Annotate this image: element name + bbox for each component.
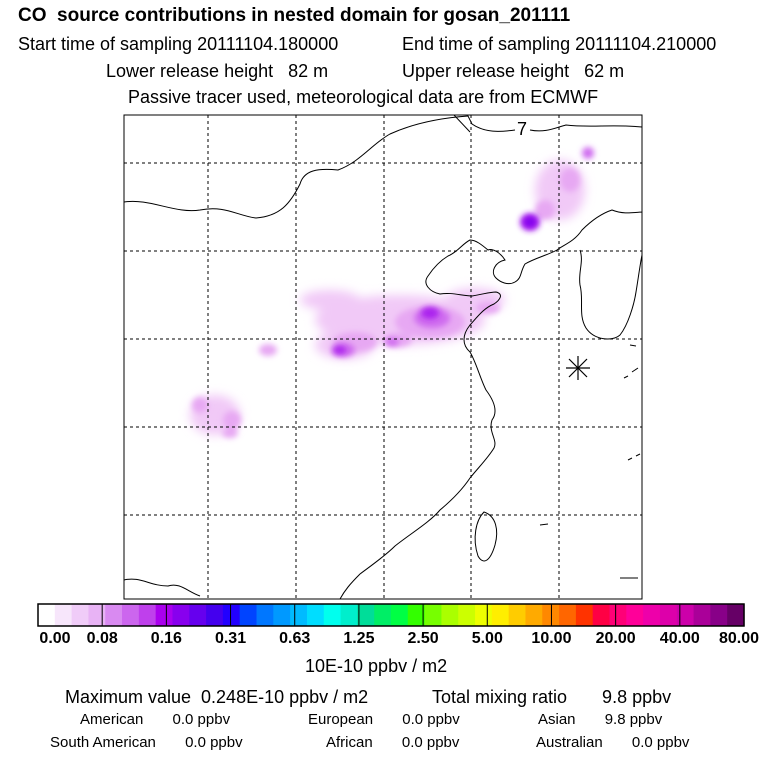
- colorbar-tick-label: 10.00: [531, 630, 572, 647]
- colorbar-cell: [122, 604, 140, 626]
- colorbar-cell: [54, 604, 73, 626]
- colorbar-cell: [592, 604, 611, 626]
- colorbar-cell: [222, 604, 241, 626]
- colorbar-cell: [491, 604, 510, 626]
- colorbar-cell: [323, 604, 342, 626]
- colorbar-cell: [88, 604, 106, 626]
- colorbar-cell: [340, 604, 358, 626]
- colorbar-cell: [239, 604, 258, 626]
- frame-number: 7: [517, 119, 527, 139]
- american-contribution: American 0.0 ppbv: [80, 711, 231, 728]
- colorbar-cell: [475, 604, 493, 626]
- tracer-note: Passive tracer used, meteorological data…: [128, 87, 599, 107]
- lower-release-height: Lower release height 82 m: [106, 61, 329, 81]
- colorbar-cell: [659, 604, 678, 626]
- colorbar-cell: [559, 604, 577, 626]
- colorbar-cell: [609, 604, 627, 626]
- colorbar-frame: [37, 603, 745, 627]
- receptor-asterisk-icon: [566, 356, 590, 380]
- colorbar-cell: [391, 604, 409, 626]
- upper-release-height: Upper release height 62 m: [402, 61, 625, 81]
- max-value-label: Maximum value 0.248E-10 ppbv / m2: [65, 687, 369, 707]
- colorbar-cell: [693, 604, 711, 626]
- colorbar-cell: [643, 604, 661, 626]
- colorbar-tick-label: 0.08: [86, 630, 118, 647]
- colorbar-cell: [138, 604, 157, 626]
- asian-contribution: Asian 9.8 ppbv: [538, 711, 663, 728]
- plume-layer: [190, 147, 594, 438]
- coastlines: [124, 115, 642, 599]
- colorbar-cell: [357, 604, 375, 626]
- colorbar-cell: [273, 604, 291, 626]
- european-contribution: European 0.0 ppbv: [308, 711, 460, 728]
- colorbar-cell: [172, 604, 190, 626]
- chart-title: CO source contributions in nested domain…: [18, 5, 571, 26]
- colorbar-cell: [189, 604, 207, 626]
- colorbar-cell: [424, 604, 443, 626]
- colorbar-cell: [508, 604, 527, 626]
- start-time-label: Start time of sampling 20111104.180000: [18, 34, 339, 54]
- colorbar-cell: [575, 604, 594, 626]
- colorbar-cell: [710, 604, 728, 626]
- colorbar: [37, 603, 745, 627]
- colorbar-cell: [256, 604, 274, 626]
- colorbar-cell: [407, 604, 426, 626]
- colorbar-cell: [525, 604, 543, 626]
- colorbar-cell: [306, 604, 325, 626]
- colorbar-cell: [727, 604, 745, 626]
- colorbar-unit-label: 10E-10 ppbv / m2: [305, 656, 448, 676]
- colorbar-tick-label: 80.00: [718, 630, 760, 647]
- map-frame: [123, 114, 643, 600]
- colorbar-cell: [374, 604, 392, 626]
- colorbar-cell: [206, 604, 224, 626]
- colorbar-cell: [105, 604, 123, 626]
- colorbar-tick-label: 40.00: [659, 630, 700, 647]
- colorbar-cell: [676, 604, 695, 626]
- colorbar-tick-label: 1.25: [343, 630, 375, 647]
- colorbar-cell: [290, 604, 308, 626]
- colorbar-tick-label: 2.50: [407, 630, 439, 647]
- south-american-contribution: South American 0.0 ppbv: [50, 734, 243, 751]
- total-mixing-ratio: Total mixing ratio 9.8 ppbv: [432, 687, 672, 707]
- colorbar-cell: [441, 604, 459, 626]
- colorbar-cell: [38, 604, 56, 626]
- colorbar-tick-label: 0.31: [214, 630, 247, 647]
- map-panel: 7: [123, 114, 643, 600]
- colorbar-cell: [155, 604, 174, 626]
- australian-contribution: Australian 0.0 ppbv: [536, 734, 690, 751]
- colorbar-cell: [626, 604, 644, 626]
- colorbar-tick-label: 0.63: [279, 630, 311, 647]
- african-contribution: African 0.0 ppbv: [326, 734, 460, 751]
- colorbar-cell: [71, 604, 90, 626]
- colorbar-cell: [458, 604, 476, 626]
- colorbar-tick-label: 0.16: [150, 630, 182, 647]
- graticule: [124, 115, 642, 599]
- end-time-label: End time of sampling 20111104.210000: [402, 34, 717, 54]
- colorbar-tick-label: 0.00: [39, 630, 71, 647]
- colorbar-tick-label: 5.00: [471, 630, 503, 647]
- colorbar-tick-label: 20.00: [595, 630, 636, 647]
